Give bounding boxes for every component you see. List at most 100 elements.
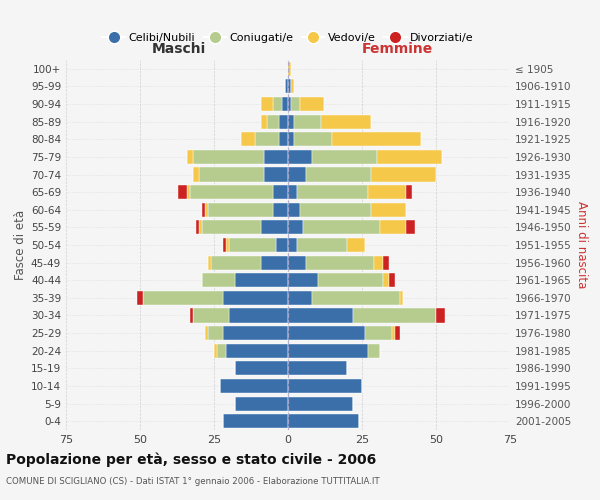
Bar: [288, 238, 297, 252]
Bar: [226, 344, 288, 358]
Bar: [276, 238, 288, 252]
Bar: [282, 97, 288, 111]
Bar: [187, 150, 193, 164]
Bar: [199, 168, 265, 181]
Bar: [190, 308, 193, 322]
Bar: [297, 185, 368, 199]
Bar: [294, 132, 332, 146]
Bar: [202, 273, 235, 287]
Bar: [306, 168, 371, 181]
Bar: [202, 220, 262, 234]
Bar: [288, 326, 365, 340]
Bar: [317, 273, 383, 287]
Bar: [273, 185, 288, 199]
Bar: [241, 132, 256, 146]
Bar: [288, 97, 291, 111]
Bar: [262, 97, 273, 111]
Bar: [208, 326, 223, 340]
Bar: [279, 114, 288, 128]
Bar: [208, 202, 273, 217]
Bar: [406, 220, 415, 234]
Bar: [137, 291, 143, 305]
Bar: [347, 238, 365, 252]
Bar: [353, 308, 436, 322]
Bar: [256, 132, 279, 146]
Bar: [380, 220, 406, 234]
Bar: [288, 414, 359, 428]
Bar: [294, 114, 320, 128]
Bar: [288, 220, 303, 234]
Bar: [288, 132, 294, 146]
Bar: [208, 256, 211, 270]
Bar: [288, 80, 291, 94]
Bar: [306, 256, 374, 270]
Bar: [288, 396, 353, 410]
Bar: [262, 256, 288, 270]
Bar: [214, 344, 217, 358]
Bar: [288, 379, 362, 393]
Bar: [311, 150, 377, 164]
Bar: [332, 132, 421, 146]
Bar: [288, 62, 291, 76]
Bar: [377, 150, 442, 164]
Bar: [288, 344, 368, 358]
Bar: [288, 256, 306, 270]
Bar: [406, 185, 412, 199]
Bar: [288, 168, 306, 181]
Bar: [273, 202, 288, 217]
Bar: [303, 220, 380, 234]
Bar: [371, 168, 436, 181]
Bar: [196, 220, 199, 234]
Bar: [226, 238, 229, 252]
Bar: [267, 114, 279, 128]
Bar: [368, 344, 380, 358]
Bar: [143, 291, 223, 305]
Legend: Celibi/Nubili, Coniugati/e, Vedovi/e, Divorziati/e: Celibi/Nubili, Coniugati/e, Vedovi/e, Di…: [98, 28, 478, 48]
Bar: [436, 308, 445, 322]
Bar: [223, 326, 288, 340]
Bar: [229, 238, 276, 252]
Bar: [300, 202, 371, 217]
Bar: [235, 396, 288, 410]
Text: Maschi: Maschi: [151, 42, 206, 56]
Text: COMUNE DI SCIGLIANO (CS) - Dati ISTAT 1° gennaio 2006 - Elaborazione TUTTITALIA.: COMUNE DI SCIGLIANO (CS) - Dati ISTAT 1°…: [6, 478, 380, 486]
Bar: [288, 362, 347, 376]
Bar: [193, 308, 229, 322]
Bar: [291, 80, 294, 94]
Y-axis label: Anni di nascita: Anni di nascita: [575, 202, 588, 288]
Bar: [365, 326, 392, 340]
Bar: [190, 185, 273, 199]
Bar: [288, 185, 297, 199]
Bar: [199, 220, 202, 234]
Bar: [279, 132, 288, 146]
Bar: [288, 291, 311, 305]
Bar: [223, 291, 288, 305]
Bar: [205, 202, 208, 217]
Bar: [178, 185, 187, 199]
Bar: [288, 273, 317, 287]
Bar: [223, 414, 288, 428]
Bar: [220, 379, 288, 393]
Bar: [273, 97, 282, 111]
Bar: [265, 168, 288, 181]
Bar: [223, 238, 226, 252]
Bar: [368, 185, 406, 199]
Bar: [288, 202, 300, 217]
Bar: [300, 97, 323, 111]
Bar: [389, 273, 395, 287]
Bar: [193, 150, 265, 164]
Bar: [217, 344, 226, 358]
Text: Femmine: Femmine: [362, 42, 433, 56]
Bar: [374, 256, 383, 270]
Bar: [288, 150, 311, 164]
Bar: [383, 273, 389, 287]
Bar: [193, 168, 199, 181]
Bar: [285, 80, 288, 94]
Bar: [311, 291, 400, 305]
Bar: [187, 185, 190, 199]
Bar: [202, 202, 205, 217]
Bar: [400, 291, 403, 305]
Y-axis label: Fasce di età: Fasce di età: [14, 210, 27, 280]
Bar: [371, 202, 406, 217]
Bar: [297, 238, 347, 252]
